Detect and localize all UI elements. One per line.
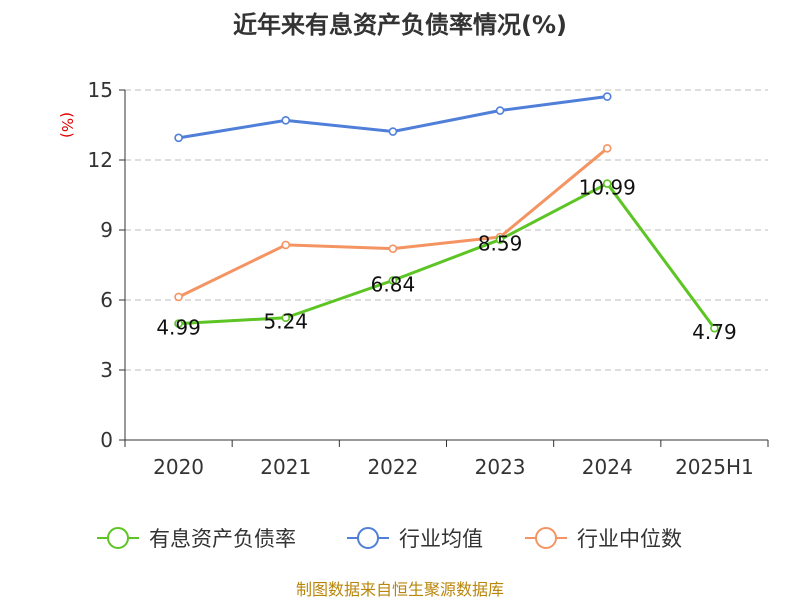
data-point bbox=[388, 127, 398, 136]
legend-swatch-marker bbox=[357, 527, 379, 549]
axis-layer: 0 3 6 9 12 15 2020 2021 2022 2023 2024 2025H1 bbox=[88, 78, 769, 479]
legend-label: 行业中位数 bbox=[577, 527, 682, 551]
legend-label: 有息资产负债率 bbox=[149, 527, 296, 551]
x-tick-label: 2020 bbox=[153, 455, 204, 479]
data-point bbox=[174, 133, 183, 143]
data-label: 5.24 bbox=[263, 310, 308, 334]
data-label: 10.99 bbox=[579, 176, 636, 200]
legend-item[interactable]: 行业均值 bbox=[347, 527, 483, 551]
chart-title: 近年来有息资产负债率情况(%) bbox=[233, 11, 567, 39]
series-line bbox=[178, 182, 716, 330]
y-axis-unit-label: (%) bbox=[58, 112, 76, 138]
series-layer bbox=[174, 92, 719, 333]
legend-label: 行业均值 bbox=[399, 527, 483, 551]
source-note: 制图数据来自恒生聚源数据库 bbox=[296, 580, 504, 599]
legend-item[interactable]: 行业中位数 bbox=[525, 527, 682, 551]
grid-layer bbox=[125, 89, 768, 371]
x-tick-label: 2025H1 bbox=[675, 455, 754, 479]
data-point bbox=[388, 276, 398, 285]
legend-swatch-marker bbox=[535, 527, 557, 549]
data-label-layer: 4.99 5.24 6.84 8.59 10.99 4.79 bbox=[156, 176, 736, 345]
y-tick-label: 15 bbox=[88, 78, 113, 102]
y-tick-label: 6 bbox=[100, 288, 113, 312]
x-tick-label: 2021 bbox=[260, 455, 311, 479]
x-tick-label: 2023 bbox=[475, 455, 526, 479]
data-point bbox=[602, 92, 612, 101]
y-tick-label: 0 bbox=[100, 428, 113, 452]
y-tick-label: 9 bbox=[100, 218, 113, 242]
x-tick-label: 2024 bbox=[582, 455, 633, 479]
data-point bbox=[602, 144, 612, 153]
data-point bbox=[281, 116, 291, 125]
x-tick-label: 2022 bbox=[367, 455, 418, 479]
data-point bbox=[174, 292, 183, 302]
series-1 bbox=[174, 92, 612, 143]
data-label: 6.84 bbox=[371, 272, 416, 296]
y-tick-label: 12 bbox=[88, 148, 113, 172]
data-point bbox=[710, 323, 719, 333]
data-point bbox=[174, 319, 183, 328]
y-tick-label: 3 bbox=[100, 358, 113, 382]
data-label: 4.99 bbox=[156, 316, 201, 340]
data-point bbox=[281, 313, 291, 323]
legend: 有息资产负债率 行业均值 行业中位数 bbox=[97, 527, 682, 551]
legend-swatch-marker bbox=[107, 527, 129, 549]
data-point bbox=[495, 235, 505, 244]
data-label: 4.79 bbox=[692, 320, 737, 344]
series-0 bbox=[174, 179, 719, 333]
data-label: 8.59 bbox=[478, 232, 523, 256]
legend-item[interactable]: 有息资产负债率 bbox=[97, 527, 296, 551]
data-point bbox=[281, 240, 291, 250]
data-point bbox=[495, 106, 505, 115]
data-point bbox=[388, 244, 398, 253]
data-point bbox=[602, 179, 612, 188]
